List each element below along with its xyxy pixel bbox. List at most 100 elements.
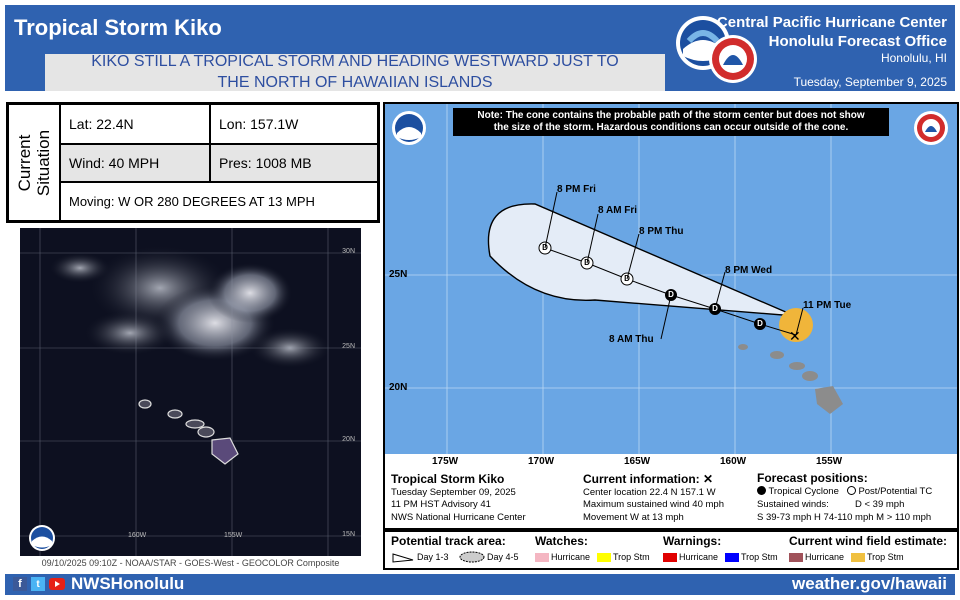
svg-text:✕: ✕ xyxy=(789,329,801,345)
forecast-cone-map: ✕ Note: The cone c xyxy=(383,102,959,474)
intensity-scale: S 39-73 mph H 74-110 mph M > 110 mph xyxy=(757,512,932,523)
current-center-location: Center location 22.4 N 157.1 W xyxy=(583,487,716,498)
wind-field-title: Current wind field estimate: xyxy=(789,534,948,548)
storm-date: Tuesday September 09, 2025 xyxy=(391,487,516,498)
forecast-label-11pm-tue: 11 PM Tue xyxy=(803,300,852,311)
youtube-icon[interactable] xyxy=(49,578,65,590)
map-lat-20n: 20N xyxy=(389,382,408,393)
storm-name: Tropical Storm Kiko xyxy=(391,472,505,486)
sat-lat-20n: 20N xyxy=(342,436,355,443)
headline-line1: KIKO STILL A TROPICAL STORM AND HEADING … xyxy=(91,53,619,70)
forecast-marker-d: D xyxy=(712,304,718,313)
sustained-winds-label: Sustained winds: xyxy=(757,499,829,510)
day13-cone-icon xyxy=(392,553,414,563)
watch-ts-swatch xyxy=(597,553,611,562)
cone-map-graphic: ✕ xyxy=(385,104,957,472)
headline-line2: THE NORTH OF HAWAIIAN ISLANDS xyxy=(217,74,493,91)
forecast-marker-d: D xyxy=(624,274,630,283)
header-org-panel: Central Pacific Hurricane Center Honolul… xyxy=(665,5,955,91)
header-left-strip xyxy=(5,54,45,91)
sat-lat-30n: 30N xyxy=(342,248,355,255)
forecast-label-8pm-thu: 8 PM Thu xyxy=(639,226,684,237)
advisory-number: 11 PM HST Advisory 41 xyxy=(391,499,491,510)
sat-lat-15n: 15N xyxy=(342,531,355,538)
day45-label: Day 4-5 xyxy=(487,552,519,562)
watches-title: Watches: xyxy=(535,534,588,548)
map-lon-170w: 170W xyxy=(528,456,555,467)
issuing-center: NWS National Hurricane Center xyxy=(391,512,526,523)
storm-info-panel: Tropical Storm Kiko Tuesday September 09… xyxy=(383,470,959,530)
map-lon-160w: 160W xyxy=(720,456,747,467)
page-title: Tropical Storm Kiko xyxy=(14,15,222,40)
wind-ts-swatch xyxy=(851,553,865,562)
noaa-nws-logos xyxy=(676,16,757,83)
current-max-wind: Maximum sustained wind 40 mph xyxy=(583,499,724,510)
current-info-title: Current information: ✕ xyxy=(583,472,714,486)
situation-heading-line2: Situation xyxy=(34,129,54,196)
map-note-line1: Note: The cone contains the probable pat… xyxy=(477,110,865,121)
satellite-caption: 09/10/2025 09:10Z - NOAA/STAR - GOES-Wes… xyxy=(41,558,340,568)
social-handle[interactable]: NWSHonolulu xyxy=(71,574,185,593)
warning-ts-swatch xyxy=(725,553,739,562)
map-lon-165w: 165W xyxy=(624,456,651,467)
forecast-positions-types: Tropical Cyclone Post/Potential TC xyxy=(757,486,932,497)
satellite-image: 30N 25N 20N 15N 160W 155W xyxy=(20,228,361,556)
forecast-marker-d: D xyxy=(668,290,674,299)
facebook-icon[interactable]: f xyxy=(13,577,27,591)
map-note-line2: the size of the storm. Hazardous conditi… xyxy=(493,122,849,133)
movement-cell: Moving: W OR 280 DEGREES AT 13 MPH xyxy=(60,182,378,221)
map-lat-25n: 25N xyxy=(389,269,408,280)
org-name-hfo: Honolulu Forecast Office xyxy=(768,33,947,50)
tropical-cyclone-icon xyxy=(757,486,766,495)
wind-hurricane-label: Hurricane xyxy=(805,552,845,562)
current-situation-table: Current Situation Lat: 22.4N Lon: 157.1W… xyxy=(6,102,380,223)
footer-bar: f t NWSHonolulu weather.gov/hawaii xyxy=(5,574,955,595)
satellite-imagery xyxy=(20,228,361,556)
org-city: Honolulu, HI xyxy=(880,51,947,65)
tropical-cyclone-label: Tropical Cyclone xyxy=(768,486,839,497)
noaa-logo-icon xyxy=(29,525,55,551)
forecast-marker-d: D xyxy=(542,243,548,252)
lat-cell: Lat: 22.4N xyxy=(60,104,210,144)
map-note: Note: The cone contains the probable pat… xyxy=(453,110,889,134)
header-subtitle-box xyxy=(45,54,665,91)
forecast-marker-d: D xyxy=(584,258,590,267)
current-movement: Movement W at 13 mph xyxy=(583,512,684,523)
warning-hurricane-swatch xyxy=(663,553,677,562)
forecast-marker-d: D xyxy=(757,319,763,328)
warning-hurricane-label: Hurricane xyxy=(679,552,719,562)
watch-ts-label: Trop Stm xyxy=(613,552,650,562)
situation-heading-cell: Current Situation xyxy=(8,104,60,221)
watch-hurricane-label: Hurricane xyxy=(551,552,591,562)
forecast-positions-title: Forecast positions: xyxy=(757,471,868,485)
headline: KIKO STILL A TROPICAL STORM AND HEADING … xyxy=(45,51,665,93)
situation-heading: Current Situation xyxy=(15,129,53,195)
sat-lon-160w: 160W xyxy=(128,532,147,539)
org-name-cphc: Central Pacific Hurricane Center xyxy=(716,14,947,31)
warnings-title: Warnings: xyxy=(663,534,722,548)
twitter-icon[interactable]: t xyxy=(31,577,45,591)
track-area-title: Potential track area: xyxy=(391,534,506,548)
day13-label: Day 1-3 xyxy=(417,552,449,562)
day45-cone-icon xyxy=(459,551,485,563)
forecast-label-8pm-fri: 8 PM Fri xyxy=(557,184,596,195)
depression-scale: D < 39 mph xyxy=(855,499,905,510)
map-lon-155w: 155W xyxy=(816,456,843,467)
post-tc-icon xyxy=(846,486,856,495)
lon-cell: Lon: 157.1W xyxy=(210,104,378,144)
post-tc-label: Post/Potential TC xyxy=(858,486,933,497)
watch-hurricane-swatch xyxy=(535,553,549,562)
sat-lon-155w: 155W xyxy=(224,532,243,539)
issue-date: Tuesday, September 9, 2025 xyxy=(793,75,947,89)
wind-ts-label: Trop Stm xyxy=(867,552,904,562)
warning-ts-label: Trop Stm xyxy=(741,552,778,562)
forecast-label-8am-fri: 8 AM Fri xyxy=(598,205,638,216)
map-lon-175w: 175W xyxy=(432,456,459,467)
website-link[interactable]: weather.gov/hawaii xyxy=(792,574,947,593)
sat-lat-25n: 25N xyxy=(342,343,355,350)
wind-hurricane-swatch xyxy=(789,553,803,562)
situation-heading-line1: Current xyxy=(15,134,35,191)
header-title-bar xyxy=(5,5,665,54)
pressure-cell: Pres: 1008 MB xyxy=(210,144,378,182)
forecast-label-8am-thu: 8 AM Thu xyxy=(609,334,654,345)
